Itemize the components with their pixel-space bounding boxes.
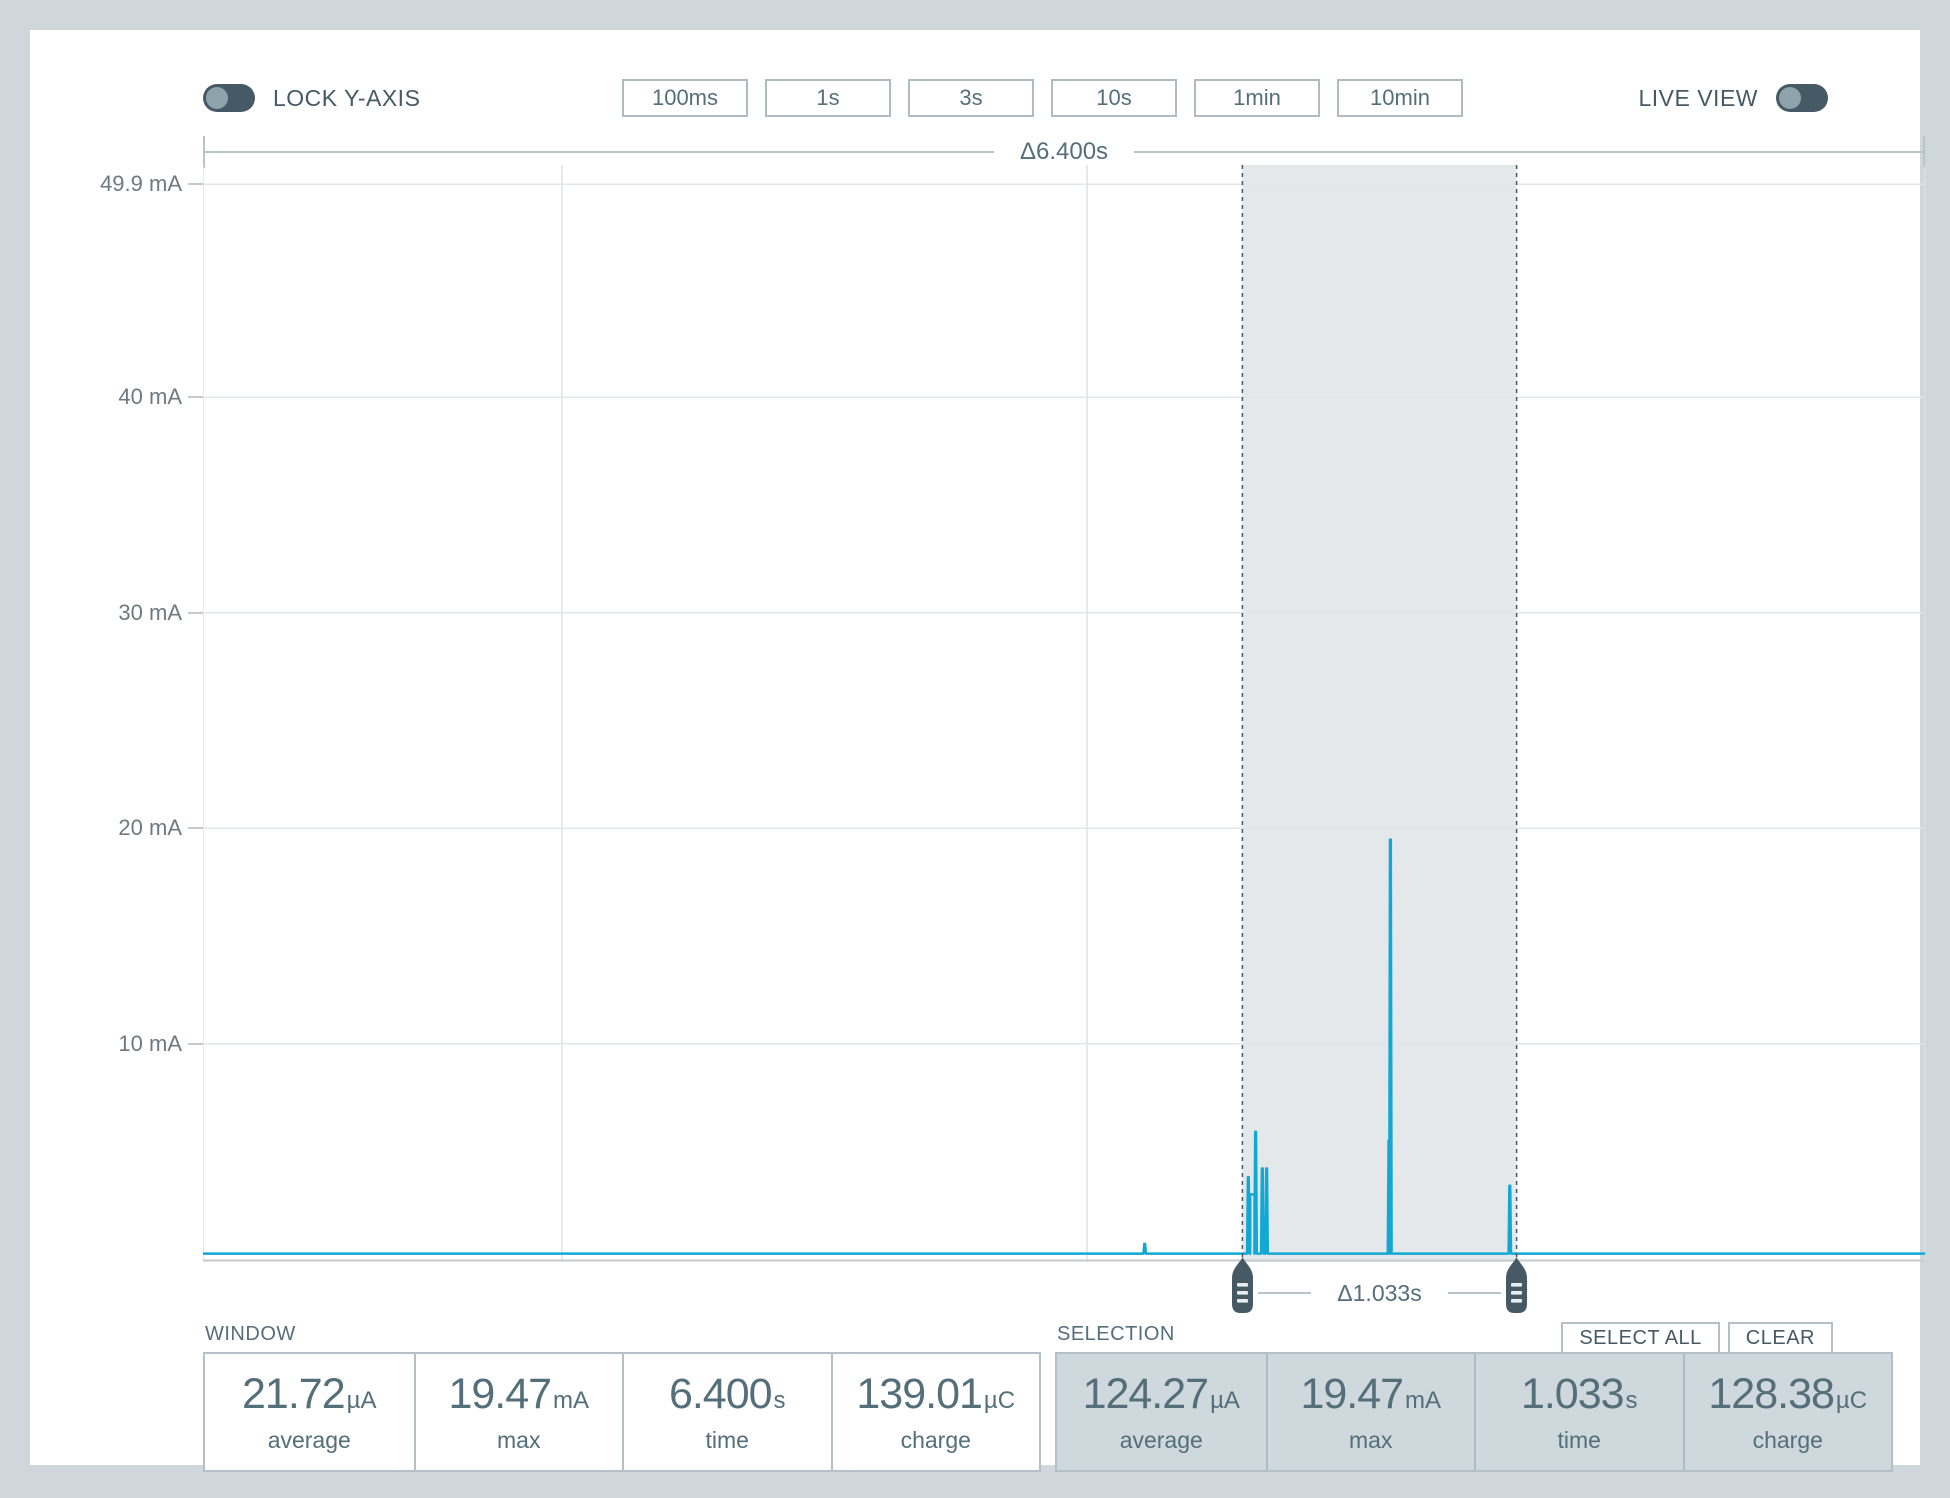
- window-stat-average: 21.72 µA average: [205, 1354, 414, 1470]
- stat-unit: µA: [1210, 1387, 1240, 1414]
- y-axis-label: 30 mA: [118, 599, 182, 625]
- stat-value: 1.033: [1520, 1370, 1625, 1418]
- bracket-line: [205, 151, 994, 153]
- window-stats-group: 21.72 µA average 19.47 mA max 6.400 s time …: [203, 1352, 1041, 1472]
- selection-span-bracket: Δ1.033s: [1258, 1277, 1501, 1309]
- stat-label: time: [1557, 1427, 1601, 1453]
- y-axis-tick: [188, 396, 203, 399]
- clear-button[interactable]: CLEAR: [1727, 1322, 1833, 1354]
- selection-region: [1242, 165, 1517, 1262]
- selection-handle-left[interactable]: [1230, 1257, 1255, 1313]
- selection-stat-average: 124.27 µA average: [1057, 1354, 1266, 1470]
- stat-label: average: [267, 1427, 351, 1453]
- main-panel: LOCK Y-AXIS 100ms 1s 3s 10s 1min 10min L…: [30, 30, 1925, 1472]
- select-all-button[interactable]: SELECT ALL: [1561, 1322, 1720, 1354]
- selection-stat-max: 19.47 mA max: [1265, 1354, 1475, 1470]
- bracket-line: [1258, 1292, 1312, 1294]
- y-axis-label: 10 mA: [118, 1030, 182, 1056]
- live-view-toggle[interactable]: [1776, 84, 1828, 112]
- stat-value: 139.01: [856, 1370, 983, 1418]
- window-stat-time: 6.400 s time: [622, 1354, 831, 1470]
- stat-unit: mA: [1405, 1387, 1442, 1414]
- stat-label: time: [705, 1427, 749, 1453]
- window-button-10s[interactable]: 10s: [1051, 79, 1177, 117]
- y-axis-label: 20 mA: [118, 815, 182, 841]
- selection-delta-label: Δ1.033s: [1337, 1279, 1422, 1306]
- window-stat-charge: 139.01 µC charge: [830, 1354, 1040, 1470]
- window-button-1min[interactable]: 1min: [1194, 79, 1320, 117]
- window-button-10min[interactable]: 10min: [1337, 79, 1463, 117]
- window-button-1s[interactable]: 1s: [765, 79, 891, 117]
- current-trace-line: [203, 838, 1925, 1255]
- stat-unit: µC: [1835, 1387, 1868, 1414]
- stat-label: charge: [900, 1427, 971, 1453]
- toggle-knob-icon: [1779, 87, 1801, 109]
- stat-unit: mA: [553, 1387, 590, 1414]
- bracket-line: [1447, 1292, 1501, 1294]
- lock-y-axis-control: LOCK Y-AXIS: [203, 79, 420, 117]
- bracket-line: [1134, 151, 1923, 153]
- y-axis-tick: [188, 611, 203, 614]
- chart-plot-area[interactable]: [203, 165, 1925, 1262]
- stat-value: 21.72: [242, 1370, 346, 1418]
- stat-value: 124.27: [1082, 1370, 1210, 1418]
- stat-value: 128.38: [1708, 1370, 1835, 1418]
- live-view-label: LIVE VIEW: [1638, 84, 1758, 111]
- y-axis-tick: [188, 827, 203, 830]
- current-trace-plot[interactable]: [203, 165, 1925, 1262]
- stat-unit: µC: [983, 1387, 1016, 1414]
- drag-handle-icon: [1231, 1257, 1253, 1313]
- y-axis-tick: [188, 1042, 203, 1045]
- bracket-right-tick: [1923, 136, 1925, 168]
- time-window-buttons: 100ms 1s 3s 10s 1min 10min: [622, 79, 1463, 117]
- window-span-bracket: Δ6.400s: [203, 136, 1925, 168]
- stat-label: max: [497, 1427, 541, 1453]
- stat-unit: s: [1625, 1387, 1638, 1414]
- stat-label: max: [1349, 1427, 1393, 1453]
- stat-value: 19.47: [1300, 1370, 1404, 1418]
- window-stats-title: WINDOW: [205, 1323, 296, 1345]
- y-axis-label: 40 mA: [118, 384, 182, 410]
- selection-handle-right[interactable]: [1504, 1257, 1529, 1313]
- stat-unit: s: [773, 1387, 786, 1414]
- selection-stats-title: SELECTION: [1057, 1323, 1175, 1345]
- y-axis-tick: [188, 183, 203, 186]
- window-delta-label: Δ6.400s: [1019, 138, 1109, 165]
- stat-value: 19.47: [448, 1370, 552, 1418]
- selection-stat-time: 1.033 s time: [1474, 1354, 1683, 1470]
- toggle-knob-icon: [206, 87, 228, 109]
- live-view-control: LIVE VIEW: [1638, 79, 1828, 117]
- lock-y-axis-toggle[interactable]: [203, 84, 255, 112]
- stat-value: 6.400: [668, 1370, 773, 1418]
- window-button-100ms[interactable]: 100ms: [622, 79, 748, 117]
- drag-handle-icon: [1506, 1257, 1528, 1313]
- bracket-left-tick: [203, 136, 205, 168]
- stat-label: average: [1119, 1427, 1203, 1453]
- y-axis-label: 49.9 mA: [100, 171, 182, 197]
- window-button-3s[interactable]: 3s: [908, 79, 1034, 117]
- lock-y-axis-label: LOCK Y-AXIS: [273, 84, 421, 111]
- stat-label: charge: [1752, 1427, 1823, 1453]
- selection-actions: SELECT ALL CLEAR: [1561, 1322, 1833, 1354]
- selection-stats-group: 124.27 µA average 19.47 mA max 1.033 s time…: [1055, 1352, 1893, 1472]
- window-stat-max: 19.47 mA max: [413, 1354, 623, 1470]
- stat-unit: µA: [346, 1387, 377, 1414]
- selection-stat-charge: 128.38 µC charge: [1682, 1354, 1892, 1470]
